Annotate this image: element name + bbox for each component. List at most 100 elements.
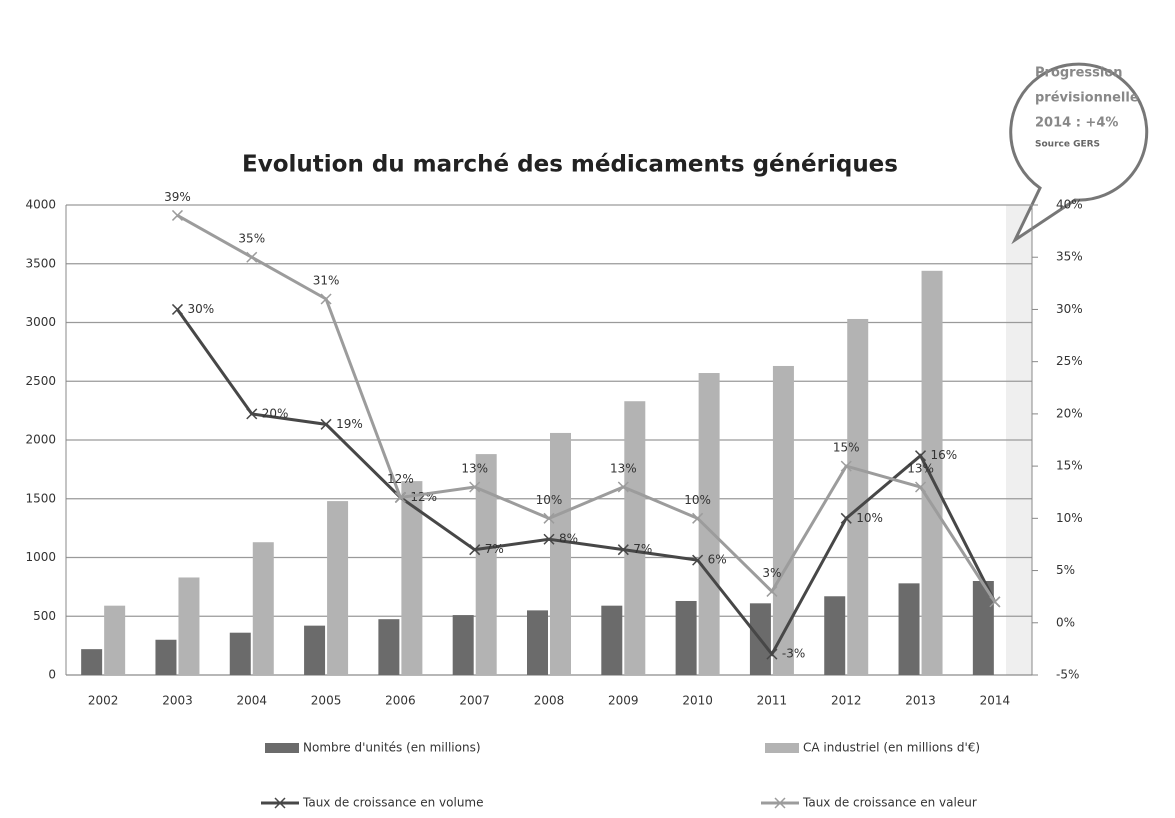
data-label: 20%	[262, 406, 289, 420]
marker	[915, 450, 927, 462]
marker	[617, 481, 629, 493]
data-label: 13%	[907, 462, 934, 476]
marker	[543, 512, 555, 524]
marker	[171, 209, 183, 221]
legend-label: Taux de croissance en volume	[302, 796, 484, 810]
bar	[378, 619, 400, 675]
y-tick-label: 1000	[25, 550, 56, 564]
bar	[304, 625, 326, 675]
y2-tick-label: 10%	[1056, 511, 1083, 525]
marker	[840, 512, 852, 524]
bar	[624, 401, 646, 675]
legend-swatch	[765, 743, 799, 753]
y-tick-label: 1500	[25, 491, 56, 505]
legend-label: Taux de croissance en valeur	[802, 796, 977, 810]
x-tick-label: 2003	[162, 694, 193, 708]
legend-swatch	[774, 797, 786, 809]
y2-tick-label: 20%	[1056, 406, 1083, 420]
bar	[601, 605, 623, 675]
x-tick-label: 2013	[905, 694, 936, 708]
bar	[550, 432, 571, 675]
marker	[394, 491, 406, 503]
y-tick-label: 2500	[25, 374, 56, 388]
y2-tick-label: 30%	[1056, 302, 1083, 316]
data-label: -3%	[782, 647, 805, 661]
marker	[766, 648, 778, 660]
data-label: 30%	[187, 302, 214, 316]
data-label: 3%	[762, 566, 781, 580]
callout-text: 2014 : +4%	[1035, 116, 1118, 131]
bar	[452, 615, 474, 675]
bar	[527, 610, 548, 675]
y2-tick-label: 25%	[1056, 354, 1083, 368]
data-label: 39%	[164, 190, 191, 204]
y-tick-label: 3000	[25, 315, 56, 329]
y2-tick-label: 40%	[1056, 198, 1083, 212]
bar	[698, 373, 720, 675]
callout-text: prévisionnelle	[1035, 91, 1139, 106]
bar	[898, 583, 920, 675]
y-tick-label: 3500	[25, 256, 56, 270]
callout-text: Progression	[1035, 66, 1123, 81]
chart-title: Evolution du marché des médicaments géné…	[242, 152, 898, 178]
y-tick-label: 0	[48, 668, 56, 682]
x-tick-label: 2007	[459, 694, 490, 708]
bar	[401, 481, 423, 675]
bar	[824, 596, 846, 675]
bar	[155, 639, 177, 675]
marker	[840, 460, 852, 472]
bar	[475, 454, 497, 675]
y-tick-label: 4000	[25, 198, 56, 212]
bar	[772, 365, 794, 675]
legend-label: CA industriel (en millions d'€)	[803, 741, 980, 755]
x-tick-label: 2002	[88, 694, 119, 708]
marker	[246, 408, 258, 420]
bar	[178, 577, 200, 675]
legend-label: Nombre d'unités (en millions)	[303, 741, 481, 755]
marker	[617, 544, 629, 556]
marker	[692, 554, 704, 566]
x-tick-label: 2014	[980, 694, 1011, 708]
marker	[320, 293, 332, 305]
x-tick-label: 2008	[534, 694, 565, 708]
bar	[229, 632, 251, 675]
marker	[692, 512, 704, 524]
data-label: 8%	[559, 532, 578, 546]
legend-swatch	[265, 743, 299, 753]
y-tick-label: 2000	[25, 433, 56, 447]
line	[176, 214, 997, 603]
bar	[252, 542, 274, 675]
marker	[543, 533, 555, 545]
data-label: 13%	[461, 462, 488, 476]
bar	[104, 605, 126, 675]
data-label: 10%	[536, 493, 563, 507]
data-label: 13%	[610, 462, 637, 476]
line	[176, 308, 997, 657]
x-tick-label: 2010	[682, 694, 713, 708]
data-label: 35%	[238, 232, 265, 246]
y2-tick-label: 15%	[1056, 459, 1083, 473]
callout-bubble	[1009, 62, 1149, 245]
bar	[847, 318, 869, 675]
marker	[320, 418, 332, 430]
data-label: 15%	[833, 441, 860, 455]
marker	[171, 303, 183, 315]
data-label: 31%	[313, 274, 340, 288]
bar	[81, 649, 103, 675]
data-label: 10%	[856, 511, 883, 525]
marker	[989, 596, 1001, 608]
y-tick-label: 500	[33, 609, 56, 623]
data-label: 10%	[684, 493, 711, 507]
x-tick-label: 2012	[831, 694, 862, 708]
data-label: 19%	[336, 417, 363, 431]
data-label: 7%	[485, 542, 504, 556]
data-label: 12%	[387, 472, 414, 486]
marker	[469, 481, 481, 493]
y2-tick-label: 35%	[1056, 250, 1083, 264]
y2-tick-label: -5%	[1056, 668, 1079, 682]
y2-tick-label: 5%	[1056, 563, 1075, 577]
bar	[921, 270, 943, 675]
y2-tick-label: 0%	[1056, 615, 1075, 629]
data-label: 6%	[708, 553, 727, 567]
